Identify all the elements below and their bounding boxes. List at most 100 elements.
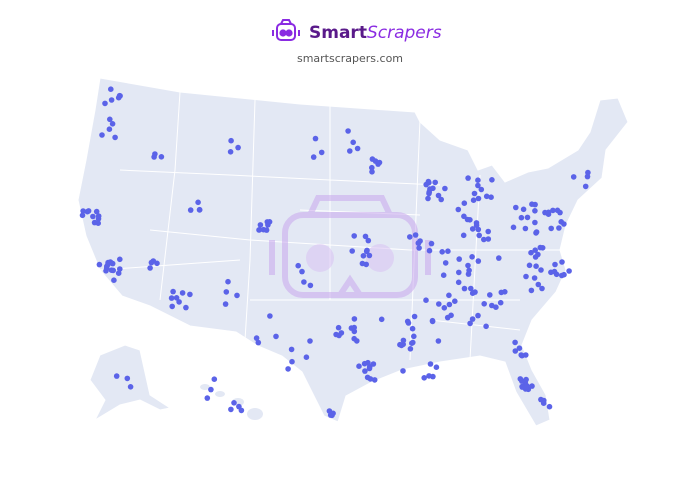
location-dot <box>470 197 477 203</box>
location-dot <box>428 240 435 247</box>
location-dot <box>361 360 368 367</box>
location-dot <box>510 224 517 231</box>
location-dot <box>526 262 533 269</box>
location-dot <box>465 175 471 181</box>
location-dot <box>539 285 545 292</box>
location-dot <box>475 182 481 189</box>
location-dot <box>113 373 120 379</box>
location-dot <box>502 289 508 295</box>
location-dot <box>416 245 422 251</box>
location-dot <box>170 288 176 295</box>
location-dot <box>307 282 314 289</box>
location-dot <box>80 208 86 214</box>
location-dot <box>267 313 273 319</box>
location-dot <box>405 320 412 326</box>
location-dot <box>533 263 539 270</box>
location-dot <box>435 192 442 199</box>
location-dot <box>556 225 562 231</box>
alaska <box>89 344 172 422</box>
location-dot <box>552 261 558 268</box>
location-dot <box>426 189 433 195</box>
location-dot <box>412 232 419 238</box>
location-dot <box>550 207 556 214</box>
location-dot <box>442 260 449 266</box>
location-dot <box>524 214 531 221</box>
location-dot <box>266 219 273 225</box>
location-dot <box>421 375 428 381</box>
location-dot <box>532 208 538 214</box>
location-dot <box>303 354 310 361</box>
location-dot <box>519 384 526 390</box>
location-dot <box>528 249 534 256</box>
location-dot <box>452 298 458 305</box>
location-dot <box>354 338 360 344</box>
location-dot <box>318 149 325 156</box>
location-dot <box>520 206 527 213</box>
location-dot <box>295 262 302 269</box>
location-dot <box>531 275 538 281</box>
location-dot <box>93 208 100 215</box>
location-dot <box>362 233 369 240</box>
location-dot <box>523 352 529 358</box>
location-dot <box>99 132 105 138</box>
location-dot <box>559 259 565 265</box>
location-dot <box>79 212 86 219</box>
location-dot <box>436 301 442 307</box>
location-dot <box>442 185 448 192</box>
location-dot <box>512 348 519 354</box>
location-dot <box>426 247 433 254</box>
location-dot <box>312 135 319 142</box>
brand-bold: Smart <box>309 23 367 43</box>
location-dot <box>102 100 108 107</box>
location-dot <box>366 252 373 259</box>
location-dot <box>409 325 416 332</box>
location-dot <box>338 330 345 336</box>
location-dot <box>354 145 361 152</box>
location-dot <box>465 262 471 269</box>
location-dot <box>222 301 229 307</box>
location-dot <box>570 174 577 180</box>
location-dot <box>415 240 422 246</box>
location-dot <box>517 376 524 382</box>
location-dot <box>211 376 218 383</box>
brand-url: smartscrapers.com <box>297 52 403 65</box>
location-dot <box>96 261 103 268</box>
location-dot <box>351 316 358 322</box>
location-dot <box>433 364 440 371</box>
location-dot <box>473 222 480 229</box>
location-dot <box>148 259 155 266</box>
location-dot <box>475 195 482 202</box>
location-dot <box>109 260 116 267</box>
location-dot <box>561 271 567 278</box>
location-dot <box>257 222 264 228</box>
location-dot <box>103 268 109 274</box>
location-dot <box>478 186 485 193</box>
location-dot <box>223 289 230 295</box>
location-dot <box>430 185 436 192</box>
brand-name: SmartScrapers <box>309 23 442 43</box>
location-dot <box>187 291 193 298</box>
location-dot <box>208 386 214 393</box>
location-dot <box>435 338 442 344</box>
location-dot <box>538 396 544 403</box>
location-dot <box>455 279 462 286</box>
location-dot <box>475 258 482 264</box>
location-dot <box>469 226 476 232</box>
logo-icon <box>272 19 300 41</box>
location-dot <box>425 195 431 202</box>
location-dot <box>483 193 490 200</box>
location-dot <box>535 251 541 258</box>
location-dot <box>288 346 295 353</box>
location-dot <box>234 292 240 299</box>
location-dot <box>378 316 385 323</box>
location-dot <box>427 361 434 367</box>
location-dot <box>362 368 368 374</box>
location-dot <box>512 339 518 346</box>
location-dot <box>448 312 454 319</box>
location-dot <box>441 305 448 311</box>
hawaii <box>200 384 263 420</box>
location-dot <box>585 169 591 176</box>
location-dot <box>440 272 447 279</box>
watermark <box>269 195 431 298</box>
